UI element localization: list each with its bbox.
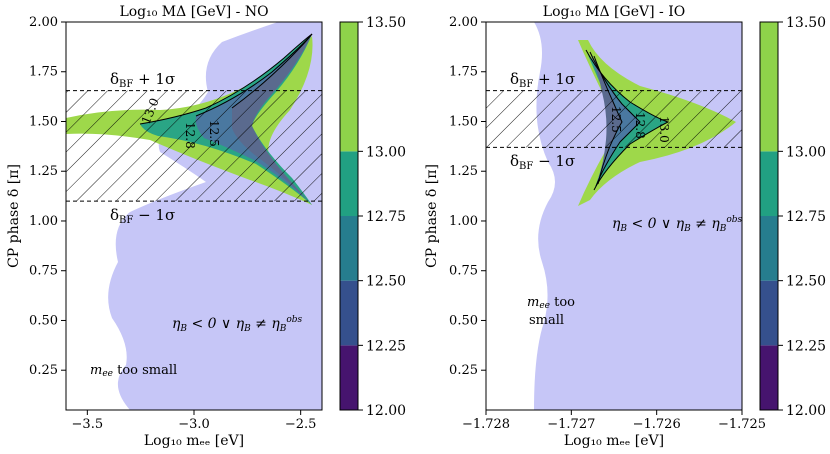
- panel-no-ytick-label: 1.25: [29, 164, 58, 179]
- panel-no-ytick-label: 0.50: [29, 313, 58, 328]
- panel-io-colorbar-tick-label: 12.75: [786, 209, 826, 225]
- panel-no-colorbar-tick-label: 13.50: [366, 15, 406, 31]
- panel-io-sigma-band: [486, 90, 742, 148]
- panel-no-colorbar-tick-label: 13.00: [366, 144, 406, 160]
- panel-no-colorbar-tick-label: 12.25: [366, 338, 406, 354]
- panel-no-ytick-label: 0.25: [29, 363, 58, 378]
- panel-io: Log₁₀ MΔ [GeV] - IO 12.5 12.8 13.0 δBF +…: [424, 4, 826, 449]
- panel-io-colorbar-segment: [760, 280, 778, 346]
- panel-io-colorbar-tick-label: 13.50: [786, 15, 826, 31]
- panel-io-plot-area: [486, 22, 742, 410]
- panel-no-colorbar-segment: [340, 216, 358, 281]
- panel-io-ytick-label: 0.25: [449, 363, 478, 378]
- panel-io-colorbar-tick-label: 13.00: [786, 144, 826, 160]
- panel-io-ytick-label: 0.50: [449, 313, 478, 328]
- panel-io-axes: −1.728 −1.727 −1.726 −1.725 0.25 0.50 0.75 1.00…: [449, 15, 766, 432]
- panel-no-title: Log₁₀ MΔ [GeV] - NO: [119, 4, 268, 20]
- panel-io-ytick-label: 1.00: [449, 214, 478, 229]
- panel-io-colorbar-segment: [760, 345, 778, 410]
- panel-no-colorbar: 12.00 12.25 12.50 12.75 13.00 13.50: [339, 15, 406, 419]
- panel-no-small-label: mee too small: [90, 363, 177, 379]
- panel-io-ytick-label: 1.25: [449, 164, 478, 179]
- panel-io-ytick-label: 0.75: [449, 264, 478, 279]
- panel-no-contour-label-12-8: 12.8: [183, 122, 197, 149]
- panel-no-xtick-label: −3.0: [178, 417, 210, 432]
- panel-io-ytick-label: 1.50: [449, 114, 478, 129]
- panel-io-colorbar-tick-label: 12.50: [786, 274, 826, 290]
- panel-io-colorbar-segment: [760, 22, 778, 152]
- panel-io-ytick-label: 1.75: [449, 65, 478, 80]
- panel-io-contour-label-12-8: 12.8: [633, 112, 647, 139]
- panel-no-axes: −3.5 −3.0 −2.5 0.25 0.50 0.75 1.00 1.25 1.50 1.75…: [29, 15, 316, 432]
- panel-no-xlabel: Log₁₀ mₑₑ [eV]: [144, 433, 244, 449]
- panel-no-sigma-band: [66, 90, 322, 202]
- panel-io-excluded-label: ηB < 0 ∨ ηB ≠ ηBobs: [612, 215, 743, 234]
- panel-no-colorbar-tick-label: 12.00: [366, 403, 406, 419]
- panel-io-title: Log₁₀ MΔ [GeV] - IO: [543, 4, 685, 20]
- panel-no-colorbar-segment: [340, 22, 358, 152]
- panel-io-colorbar-segment: [760, 216, 778, 281]
- panel-io-xlabel: Log₁₀ mₑₑ [eV]: [564, 433, 664, 449]
- panel-no-ytick-label: 1.75: [29, 65, 58, 80]
- panel-io-ytick-label: 2.00: [449, 15, 478, 30]
- panel-io-xtick-label: −1.728: [462, 417, 510, 432]
- panel-io-ylabel: CP phase δ [π]: [424, 164, 440, 268]
- panel-no: Log₁₀ MΔ [GeV] - NO 13.0 12.8 12.5 δB: [6, 4, 406, 449]
- panel-no-ytick-label: 2.00: [29, 15, 58, 30]
- panel-io-colorbar-tick-label: 12.25: [786, 338, 826, 354]
- panel-no-ylabel: CP phase δ [π]: [6, 164, 22, 268]
- panel-no-colorbar-segment: [340, 345, 358, 410]
- panel-no-ytick-label: 1.50: [29, 114, 58, 129]
- panel-io-small-label-line2: small: [529, 313, 564, 328]
- panel-no-colorbar-tick-label: 12.75: [366, 209, 406, 225]
- panel-io-contour-label-13-0: 13.0: [657, 116, 671, 143]
- panel-no-colorbar-tick-label: 12.50: [366, 274, 406, 290]
- panel-io-colorbar-segment: [760, 151, 778, 216]
- panel-io-axes-frame: [485, 21, 743, 411]
- panel-no-contour-label-12-5: 12.5: [207, 120, 221, 147]
- panel-no-colorbar-segment: [340, 280, 358, 346]
- panel-io-xtick-label: −1.725: [718, 417, 766, 432]
- panel-no-ytick-label: 1.00: [29, 214, 58, 229]
- panel-no-plot-area: [66, 22, 322, 410]
- panel-io-xtick-label: −1.726: [633, 417, 681, 432]
- panel-no-colorbar-segment: [340, 151, 358, 216]
- panel-io-colorbar: 12.00 12.25 12.50 12.75 13.00 13.50: [759, 15, 826, 419]
- panel-io-contour-label-12-5: 12.5: [609, 106, 623, 133]
- panel-io-small-label-line1: mee too: [527, 295, 575, 311]
- panel-io-colorbar-tick-label: 12.00: [786, 403, 826, 419]
- panel-no-xtick-label: −3.5: [72, 417, 104, 432]
- panel-no-excluded-label: ηB < 0 ∨ ηB ≠ ηBobs: [172, 315, 303, 334]
- panel-io-xtick-label: −1.727: [547, 417, 595, 432]
- panel-no-ytick-label: 0.75: [29, 264, 58, 279]
- panel-no-xtick-label: −2.5: [285, 417, 317, 432]
